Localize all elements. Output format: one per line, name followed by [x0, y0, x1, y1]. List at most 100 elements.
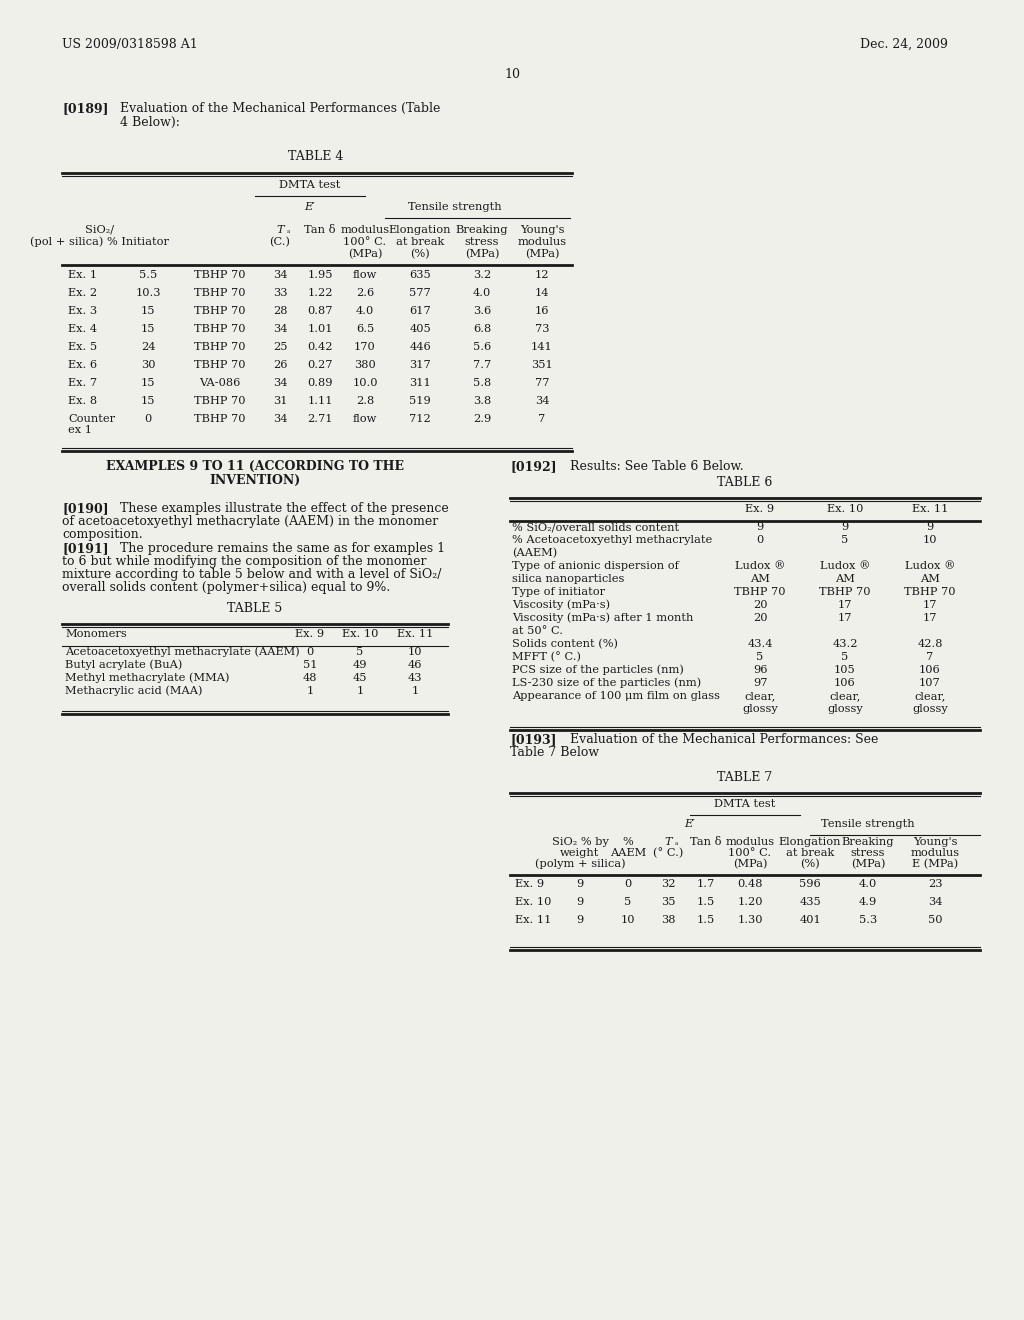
Text: TBHP 70: TBHP 70 [904, 587, 955, 597]
Text: 6.8: 6.8 [473, 323, 492, 334]
Text: stress: stress [851, 847, 886, 858]
Text: 712: 712 [410, 414, 431, 424]
Text: 15: 15 [140, 396, 156, 407]
Text: TBHP 70: TBHP 70 [195, 271, 246, 280]
Text: 4.0: 4.0 [859, 879, 878, 888]
Text: glossy: glossy [912, 704, 948, 714]
Text: 17: 17 [923, 612, 937, 623]
Text: glossy: glossy [827, 704, 863, 714]
Text: 1.20: 1.20 [737, 898, 763, 907]
Text: flow: flow [353, 414, 377, 424]
Text: TBHP 70: TBHP 70 [195, 306, 246, 315]
Text: 5.3: 5.3 [859, 915, 878, 925]
Text: TBHP 70: TBHP 70 [195, 342, 246, 352]
Text: 23: 23 [928, 879, 942, 888]
Text: AM: AM [750, 574, 770, 583]
Text: Ex. 9: Ex. 9 [515, 879, 544, 888]
Text: Breaking: Breaking [456, 224, 508, 235]
Text: 9: 9 [842, 521, 849, 532]
Text: Methacrylic acid (MAA): Methacrylic acid (MAA) [65, 685, 203, 696]
Text: 38: 38 [660, 915, 675, 925]
Text: [0190]: [0190] [62, 502, 109, 515]
Text: Appearance of 100 μm film on glass: Appearance of 100 μm film on glass [512, 690, 720, 701]
Text: at break: at break [396, 238, 444, 247]
Text: [0189]: [0189] [62, 102, 109, 115]
Text: (AAEM): (AAEM) [512, 548, 557, 558]
Text: 35: 35 [660, 898, 675, 907]
Text: 5.5: 5.5 [139, 271, 157, 280]
Text: 100° C.: 100° C. [343, 238, 387, 247]
Text: 0.42: 0.42 [307, 342, 333, 352]
Text: (C.): (C.) [269, 236, 291, 247]
Text: 17: 17 [838, 601, 852, 610]
Text: 30: 30 [140, 360, 156, 370]
Text: (pol + silica) % Initiator: (pol + silica) % Initiator [31, 236, 170, 247]
Text: at break: at break [785, 847, 835, 858]
Text: 20: 20 [753, 612, 767, 623]
Text: overall solids content (polymer+silica) equal to 9%.: overall solids content (polymer+silica) … [62, 581, 390, 594]
Text: 2.8: 2.8 [356, 396, 374, 407]
Text: modulus: modulus [725, 837, 774, 847]
Text: Ex. 5: Ex. 5 [68, 342, 97, 352]
Text: Viscosity (mPa·s) after 1 month: Viscosity (mPa·s) after 1 month [512, 612, 693, 623]
Text: 3.2: 3.2 [473, 271, 492, 280]
Text: 0.48: 0.48 [737, 879, 763, 888]
Text: 51: 51 [303, 660, 317, 671]
Text: TABLE 4: TABLE 4 [289, 150, 344, 162]
Text: Viscosity (mPa·s): Viscosity (mPa·s) [512, 599, 610, 610]
Text: 10.3: 10.3 [135, 288, 161, 298]
Text: 106: 106 [920, 665, 941, 675]
Text: 5: 5 [842, 535, 849, 545]
Text: % Acetoacetoxyethyl methacrylate: % Acetoacetoxyethyl methacrylate [512, 535, 713, 545]
Text: 617: 617 [410, 306, 431, 315]
Text: 12: 12 [535, 271, 549, 280]
Text: 48: 48 [303, 673, 317, 682]
Text: 1.30: 1.30 [737, 915, 763, 925]
Text: 45: 45 [352, 673, 368, 682]
Text: DMTA test: DMTA test [280, 180, 341, 190]
Text: 519: 519 [410, 396, 431, 407]
Text: weight: weight [560, 847, 600, 858]
Text: Ex. 11: Ex. 11 [397, 630, 433, 639]
Text: (MPa): (MPa) [524, 248, 559, 259]
Text: ₐ: ₐ [675, 840, 678, 847]
Text: 5.8: 5.8 [473, 378, 492, 388]
Text: Type of anionic dispersion of: Type of anionic dispersion of [512, 561, 679, 572]
Text: 9: 9 [927, 521, 934, 532]
Text: T: T [276, 224, 284, 235]
Text: Ex. 9: Ex. 9 [296, 630, 325, 639]
Text: 435: 435 [799, 898, 821, 907]
Text: LS-230 size of the particles (nm): LS-230 size of the particles (nm) [512, 677, 701, 688]
Text: flow: flow [353, 271, 377, 280]
Text: clear,: clear, [829, 690, 861, 701]
Text: Ex. 11: Ex. 11 [515, 915, 551, 925]
Text: ex 1: ex 1 [68, 425, 92, 436]
Text: 577: 577 [410, 288, 431, 298]
Text: Ludox ®: Ludox ® [820, 561, 870, 572]
Text: Tensile strength: Tensile strength [409, 202, 502, 213]
Text: silica nanoparticles: silica nanoparticles [512, 574, 625, 583]
Text: Evaluation of the Mechanical Performances: See: Evaluation of the Mechanical Performance… [570, 733, 879, 746]
Text: (MPa): (MPa) [733, 859, 767, 869]
Text: Ex. 9: Ex. 9 [745, 504, 774, 513]
Text: Ex. 1: Ex. 1 [68, 271, 97, 280]
Text: MFFT (° C.): MFFT (° C.) [512, 651, 581, 663]
Text: Ex. 3: Ex. 3 [68, 306, 97, 315]
Text: Solids content (%): Solids content (%) [512, 639, 618, 649]
Text: 2.9: 2.9 [473, 414, 492, 424]
Text: 0: 0 [757, 535, 764, 545]
Text: 141: 141 [531, 342, 553, 352]
Text: % SiO₂/overall solids content: % SiO₂/overall solids content [512, 521, 679, 532]
Text: 100° C.: 100° C. [728, 847, 771, 858]
Text: E′: E′ [685, 818, 695, 829]
Text: clear,: clear, [744, 690, 776, 701]
Text: Elongation: Elongation [389, 224, 452, 235]
Text: [0193]: [0193] [510, 733, 556, 746]
Text: Ex. 2: Ex. 2 [68, 288, 97, 298]
Text: 7: 7 [927, 652, 934, 663]
Text: TABLE 6: TABLE 6 [718, 477, 773, 488]
Text: 0.27: 0.27 [307, 360, 333, 370]
Text: E (MPa): E (MPa) [912, 859, 958, 869]
Text: 24: 24 [140, 342, 156, 352]
Text: 10: 10 [923, 535, 937, 545]
